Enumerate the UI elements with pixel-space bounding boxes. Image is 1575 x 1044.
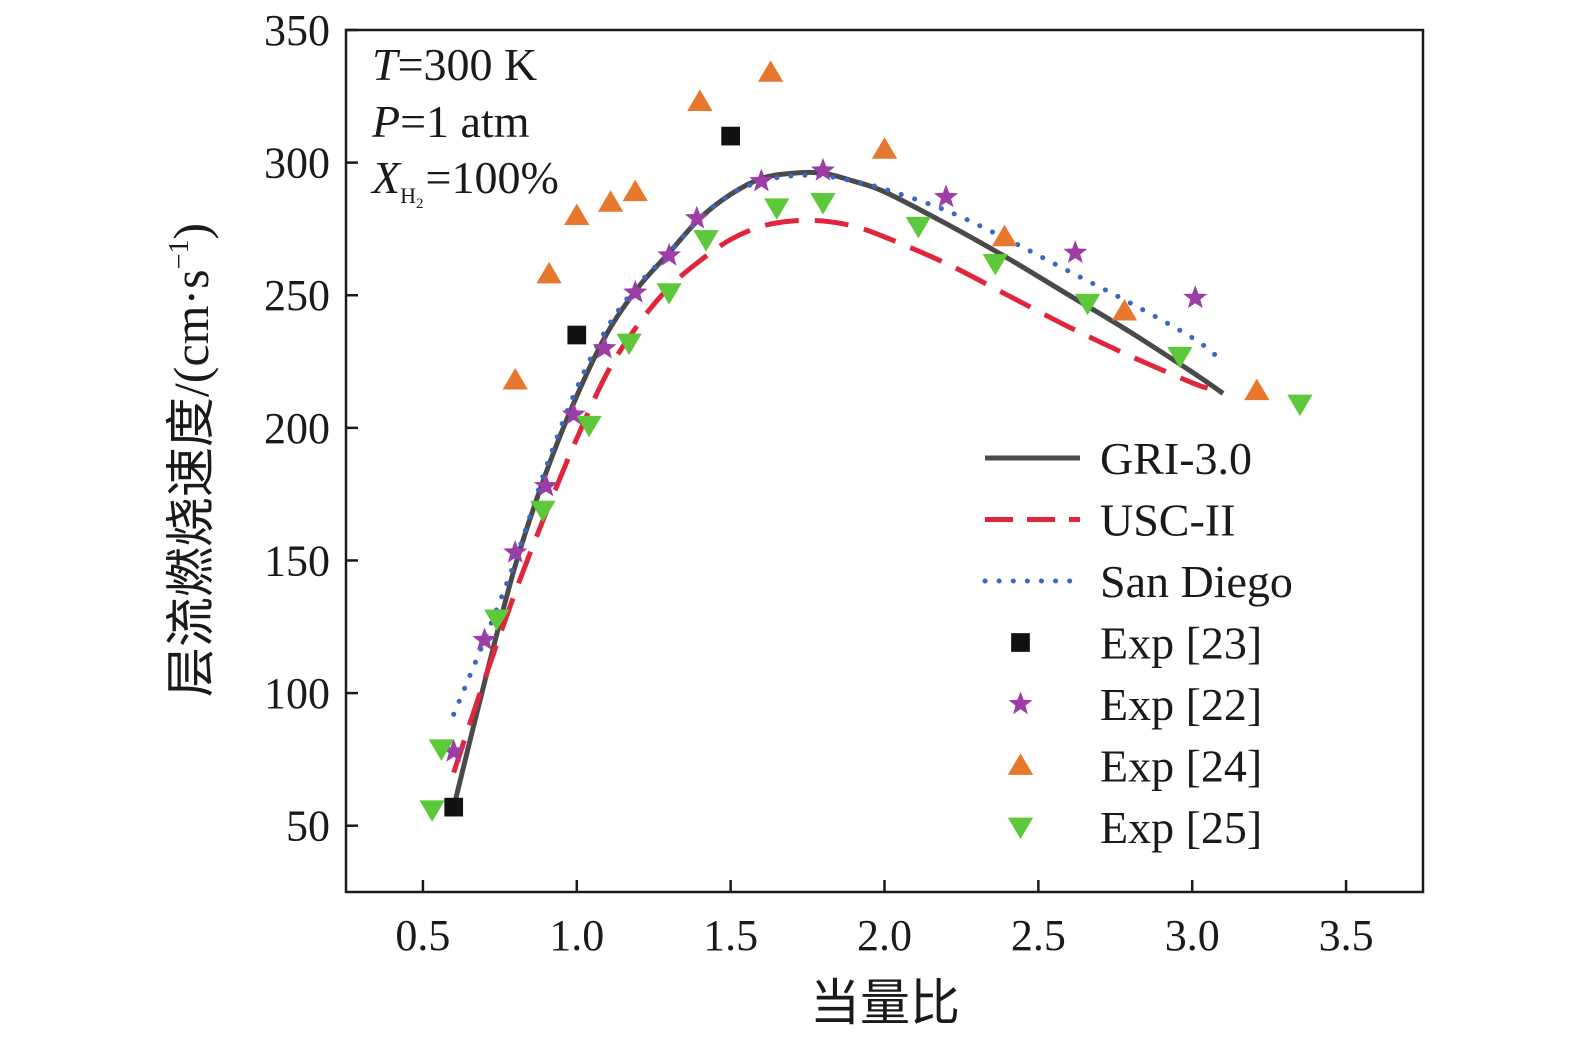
y-tick-label: 200	[264, 404, 330, 453]
x-tick-label: 3.5	[1319, 911, 1374, 960]
data-point-exp-24	[502, 368, 528, 390]
data-point-exp-22	[749, 168, 774, 192]
axes: 0.5 1.0 1.5 2.0 2.5 3.0 3.5 50 100 150 200 250 300 35…	[264, 6, 1425, 960]
legend-label: GRI-3.0	[1100, 433, 1252, 484]
legend-label: Exp [22]	[1100, 679, 1262, 730]
data-point-exp-23	[567, 325, 587, 345]
x-tick-label: 0.5	[395, 911, 450, 960]
data-point-exp-24	[597, 190, 624, 212]
legend-item-san-diego: San Diego	[982, 556, 1293, 607]
data-point-exp-24	[757, 60, 784, 82]
data-point-exp-22	[1063, 240, 1088, 263]
data-point-exp-25	[616, 333, 642, 356]
legend-item-exp-23: Exp [23]	[1011, 618, 1262, 669]
data-point-exp-25	[576, 415, 602, 438]
x-tick-label: 3.0	[1165, 911, 1220, 960]
data-point-exp-25	[905, 216, 931, 239]
data-point-exp-25	[764, 198, 790, 220]
conditions-annotation: T=300 K P=1 atm XH2=100%	[370, 39, 559, 212]
x-tick-label: 1.5	[703, 911, 758, 960]
legend: GRI-3.0 USC-II San Diego Exp [23] Exp [22] Ex…	[982, 433, 1293, 853]
legend-item-exp-25: Exp [25]	[1007, 802, 1262, 853]
data-point-exp-22	[561, 401, 586, 425]
data-point-exp-25	[693, 230, 719, 252]
x-tick-label: 2.5	[1011, 911, 1066, 960]
data-point-exp-24	[991, 224, 1018, 247]
y-axis-title: 层流燃烧速度/(cm·s−1)	[163, 223, 219, 697]
x-axis-title: 当量比	[810, 975, 960, 1031]
data-point-exp-24	[536, 261, 562, 284]
data-point-exp-25	[1074, 293, 1101, 316]
data-point-exp-22	[684, 205, 709, 229]
data-point-exp-24	[564, 203, 590, 226]
data-point-exp-23	[444, 797, 464, 817]
data-point-exp-22	[1183, 285, 1208, 309]
x-tick-label: 1.0	[549, 911, 604, 960]
series-points-exp-24	[502, 60, 1270, 401]
data-point-exp-22	[810, 157, 835, 181]
data-point-exp-25	[530, 500, 556, 523]
data-point-exp-25	[656, 283, 682, 305]
data-point-exp-24	[622, 179, 648, 202]
y-tick-label: 350	[264, 6, 330, 55]
data-point-exp-23	[721, 126, 740, 146]
data-point-exp-24	[687, 89, 713, 111]
data-point-exp-25	[810, 193, 836, 215]
legend-label: San Diego	[1100, 556, 1293, 607]
condition-pressure: P=1 atm	[371, 96, 530, 147]
plot-area	[419, 60, 1313, 822]
y-tick-label: 150	[264, 536, 330, 585]
legend-swatch	[1011, 633, 1030, 652]
data-point-exp-24	[1244, 378, 1270, 401]
legend-label: Exp [25]	[1100, 802, 1262, 853]
legend-item-exp-22: Exp [22]	[1008, 679, 1262, 730]
data-point-exp-22	[934, 184, 959, 208]
legend-label: Exp [23]	[1100, 618, 1262, 669]
y-tick-label: 250	[264, 271, 330, 320]
x-tick-label: 2.0	[857, 911, 912, 960]
data-point-exp-24	[871, 137, 898, 159]
data-point-exp-22	[534, 473, 558, 497]
data-point-exp-22	[472, 627, 497, 651]
legend-label: USC-II	[1100, 495, 1235, 546]
data-point-exp-22	[441, 738, 466, 762]
data-point-exp-25	[1167, 346, 1193, 369]
series-points-exp-25	[419, 193, 1313, 822]
legend-swatch	[1007, 753, 1034, 775]
legend-item-usc-ii: USC-II	[985, 495, 1235, 546]
y-tick-label: 100	[264, 669, 330, 718]
data-point-exp-22	[623, 279, 648, 303]
y-tick-label: 300	[264, 139, 330, 188]
data-point-exp-25	[982, 254, 1008, 276]
legend-item-exp-24: Exp [24]	[1007, 741, 1262, 792]
data-point-exp-22	[657, 242, 682, 266]
series-points-exp-22	[441, 157, 1208, 762]
data-point-exp-22	[592, 335, 617, 359]
y-tick-label: 50	[286, 802, 330, 851]
data-point-exp-25	[428, 739, 455, 761]
data-point-exp-25	[1287, 394, 1313, 417]
data-point-exp-22	[503, 539, 528, 563]
legend-item-gri-3-0: GRI-3.0	[985, 433, 1252, 484]
legend-swatch	[1007, 817, 1034, 840]
data-point-exp-24	[1111, 299, 1138, 321]
data-point-exp-25	[484, 609, 510, 631]
condition-temperature: T=300 K	[372, 39, 537, 90]
legend-swatch	[1008, 691, 1033, 715]
data-point-exp-25	[419, 800, 445, 822]
legend-label: Exp [24]	[1100, 741, 1262, 792]
series-points-exp-23	[444, 126, 740, 817]
condition-hydrogen-fraction: XH2=100%	[370, 152, 559, 212]
